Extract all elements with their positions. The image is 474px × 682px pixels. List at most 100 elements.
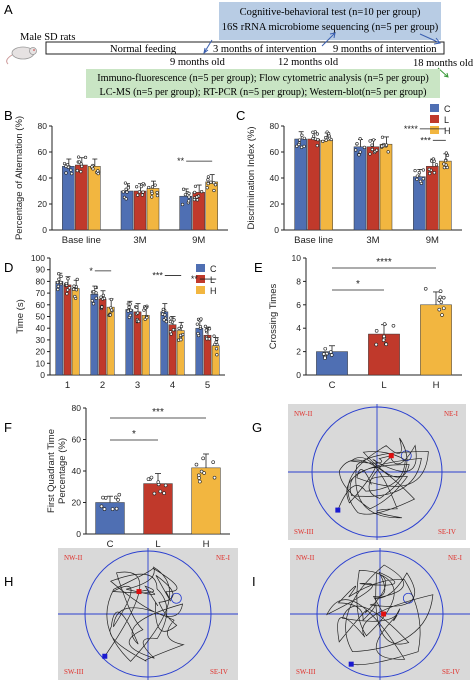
data-point: [169, 332, 173, 336]
data-point: [125, 190, 129, 194]
bar: [75, 164, 88, 231]
bar: [95, 502, 125, 535]
data-point: [181, 187, 186, 191]
data-point: [368, 139, 372, 143]
bar: [71, 288, 80, 376]
data-point: [312, 134, 316, 138]
significance-label: **: [191, 274, 199, 284]
data-point: [193, 190, 197, 195]
swim-trajectory: [104, 566, 185, 662]
data-point: [212, 181, 216, 185]
legend-label: H: [210, 286, 217, 296]
legend-swatch: [430, 115, 439, 123]
data-point: [73, 294, 77, 299]
data-point: [137, 190, 142, 194]
data-point: [418, 179, 423, 184]
quadrant-label-se: SE-IV: [442, 668, 460, 676]
data-point: [59, 274, 63, 279]
data-point: [428, 171, 432, 176]
data-point: [302, 144, 306, 148]
data-point: [213, 183, 218, 187]
legend-swatch: [196, 286, 205, 294]
data-point: [382, 334, 386, 339]
data-point: [196, 331, 200, 336]
data-point: [79, 170, 83, 174]
data-point: [445, 153, 450, 158]
data-point: [94, 296, 98, 300]
subject-label: Male SD rats: [20, 32, 75, 43]
y-tick-label: 20: [38, 199, 48, 209]
y-tick-label: 70: [36, 288, 46, 298]
data-point: [324, 136, 328, 140]
assay-line-2: LC-MS (n=5 per group); RT-PCR (n=5 per g…: [99, 87, 426, 98]
data-point: [110, 308, 114, 312]
data-point: [140, 193, 144, 197]
data-point: [187, 199, 191, 203]
data-point: [57, 272, 61, 276]
data-point: [145, 316, 149, 320]
data-point: [59, 280, 63, 284]
bar: [62, 166, 75, 231]
start-marker: [348, 661, 354, 667]
data-point: [438, 295, 443, 300]
y-tick-label: 10: [292, 253, 302, 263]
data-point: [147, 185, 151, 190]
data-point: [150, 185, 155, 189]
data-point: [315, 144, 319, 148]
y-tick-label: 80: [72, 403, 82, 413]
data-point: [123, 181, 128, 185]
data-point: [382, 322, 387, 326]
data-point: [67, 286, 72, 290]
bar: [379, 143, 393, 231]
data-point: [56, 287, 60, 292]
legend-label: C: [444, 104, 451, 114]
y-tick-label: 50: [36, 312, 46, 322]
y-tick-label: 20: [270, 199, 280, 209]
bar: [366, 146, 380, 231]
quadrant-label-ne: NE-I: [216, 554, 231, 562]
panel-label-f: F: [4, 420, 12, 435]
significance-label: ***: [152, 271, 163, 281]
data-point: [358, 137, 362, 141]
data-point: [297, 142, 301, 147]
bar: [90, 294, 99, 376]
data-point: [328, 350, 333, 354]
y-tick-label: 100: [31, 253, 45, 263]
panel-label-a: A: [4, 2, 13, 17]
data-point: [70, 172, 74, 176]
y-tick-label: 0: [76, 529, 81, 539]
phase-3-months: 3 months of intervention: [213, 44, 317, 55]
data-point: [421, 177, 425, 181]
y-tick-label: 10: [36, 358, 46, 368]
significance-label: ****: [404, 124, 419, 134]
data-point: [77, 160, 81, 164]
bar: [55, 281, 64, 376]
data-point: [152, 491, 157, 496]
data-point: [117, 492, 122, 497]
data-point: [80, 164, 84, 169]
data-point: [209, 180, 213, 184]
data-point: [441, 306, 446, 311]
data-point: [205, 337, 209, 341]
data-point: [438, 289, 443, 294]
data-point: [158, 489, 163, 494]
end-marker: [381, 611, 387, 617]
panel-label-g: G: [252, 420, 262, 435]
legend-label: C: [210, 264, 217, 274]
data-point: [327, 132, 331, 136]
y-tick-label: 0: [296, 370, 301, 380]
bar: [176, 330, 185, 376]
panel-a-timeline: A Cognitive-behavioral test (n=10 per gr…: [4, 2, 474, 98]
data-point: [437, 307, 442, 312]
data-point: [386, 150, 390, 154]
data-point: [124, 187, 128, 191]
data-point: [71, 287, 76, 291]
quadrant-label-se: SE-IV: [210, 668, 228, 676]
data-point: [215, 337, 219, 341]
data-point: [415, 174, 419, 178]
time-12-months: 12 months old: [278, 57, 339, 68]
data-point: [64, 164, 68, 168]
data-point: [83, 155, 88, 159]
y-tick-label: 0: [42, 225, 47, 235]
